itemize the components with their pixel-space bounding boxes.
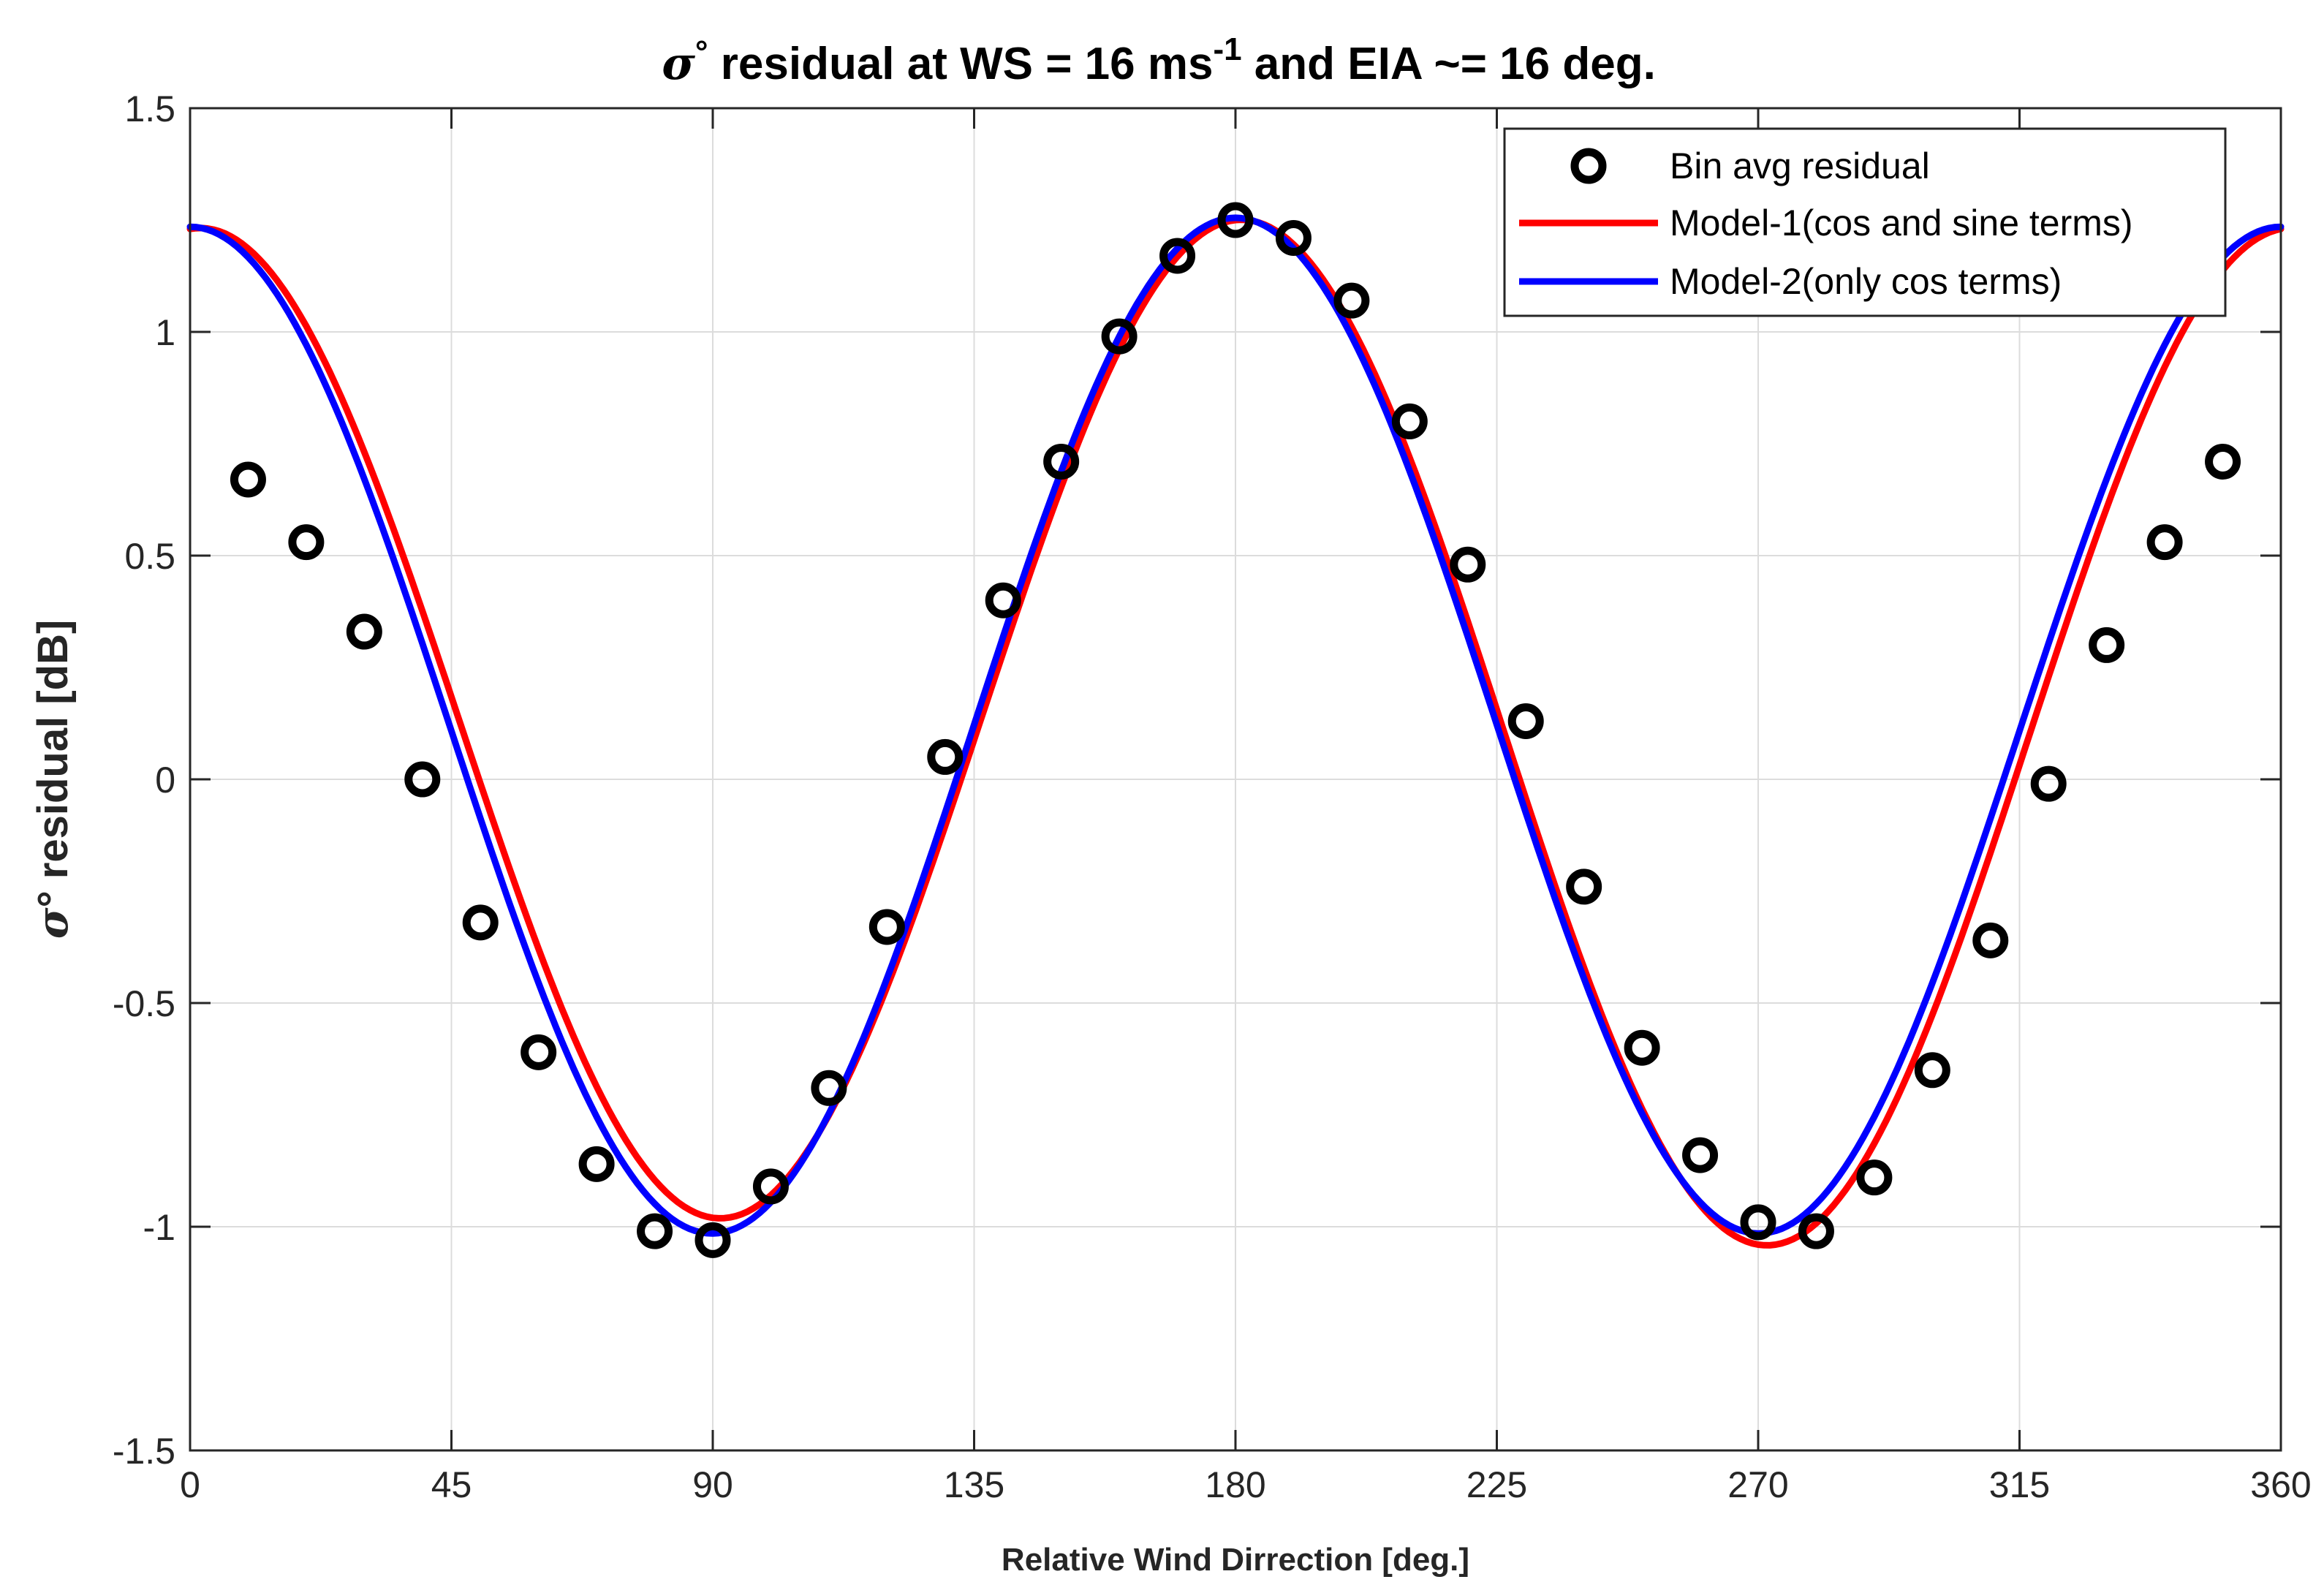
ylabel-rest: ° residual [dB] <box>29 620 77 908</box>
data-point <box>1624 1029 1660 1066</box>
data-point <box>2030 765 2067 802</box>
data-point <box>811 1070 847 1106</box>
data-point <box>404 761 441 798</box>
title-rest: and EIA ~= 16 deg. <box>1242 39 1656 89</box>
x-tick-labels: 0 45 90 135 180 225 270 315 360 <box>180 1464 2312 1505</box>
x-axis-label: Relative Wind Dirrection [deg.] <box>1002 1542 1469 1578</box>
y-tick-label: 0.5 <box>124 536 175 577</box>
series-line-model-2 <box>186 214 2285 1237</box>
data-point <box>1217 202 1254 238</box>
data-point <box>346 613 382 650</box>
legend-label-model-2: Model-2(only cos terms) <box>1670 261 2062 302</box>
y-tick-label: -1 <box>143 1207 175 1248</box>
axes-box <box>189 107 2282 1452</box>
data-point <box>230 461 266 498</box>
data-point <box>1914 1052 1950 1089</box>
y-tick-labels: -1.5 -1 -0.5 0 0.5 1 1.5 <box>113 88 175 1472</box>
data-point <box>2146 524 2183 561</box>
data-point <box>1972 922 2009 958</box>
title-sigma: σ <box>662 37 695 90</box>
data-point <box>1043 443 1080 480</box>
data-point <box>1682 1137 1719 1173</box>
data-point <box>1740 1204 1776 1241</box>
x-tick-label: 135 <box>944 1464 1004 1505</box>
x-tick-label: 270 <box>1727 1464 1788 1505</box>
x-tick-label: 0 <box>180 1464 200 1505</box>
y-tick-label: -0.5 <box>113 983 175 1024</box>
data-point <box>1507 703 1544 739</box>
bin-avg-markers <box>230 202 2241 1258</box>
title-main: residual at WS = 16 ms <box>708 39 1214 89</box>
data-point <box>578 1146 615 1182</box>
data-point <box>462 904 499 941</box>
y-tick-label: -1.5 <box>113 1431 175 1472</box>
data-point <box>927 738 964 775</box>
data-point <box>1566 869 1602 905</box>
x-tick-label: 90 <box>692 1464 733 1505</box>
data-point <box>1798 1213 1834 1249</box>
data-point <box>288 524 325 561</box>
y-axis-label: σ° residual [dB] <box>28 620 77 939</box>
x-tick-label: 180 <box>1205 1464 1265 1505</box>
chart-title: σ° residual at WS = 16 ms-1 and EIA ~= 1… <box>662 31 1656 90</box>
data-point <box>1391 403 1428 439</box>
data-point <box>1450 546 1486 583</box>
data-point <box>694 1222 731 1258</box>
data-point <box>985 582 1021 618</box>
data-point <box>2089 627 2125 663</box>
x-tick-label: 45 <box>431 1464 472 1505</box>
model-curves <box>186 214 2285 1249</box>
y-tick-label: 0 <box>155 760 175 801</box>
data-point <box>1333 282 1370 319</box>
legend: Bin avg residual Model-1(cos and sine te… <box>1503 127 2227 317</box>
x-tick-label: 225 <box>1466 1464 1527 1505</box>
title-superscript: -1 <box>1213 31 1241 67</box>
data-point <box>752 1168 789 1205</box>
data-point <box>521 1034 557 1070</box>
x-tick-label: 315 <box>1989 1464 2050 1505</box>
legend-label-bin-avg: Bin avg residual <box>1670 145 1930 186</box>
grid <box>190 108 2281 1450</box>
data-point <box>1101 318 1138 355</box>
data-point <box>868 909 905 945</box>
ylabel-sigma: σ <box>28 907 77 939</box>
y-tick-label: 1 <box>155 312 175 353</box>
data-point <box>1275 219 1311 256</box>
data-point <box>2205 443 2241 480</box>
data-point <box>1856 1159 1893 1196</box>
data-point <box>1159 238 1196 274</box>
x-tick-label: 360 <box>2250 1464 2311 1505</box>
y-tick-label: 1.5 <box>124 88 175 129</box>
legend-label-model-1: Model-1(cos and sine terms) <box>1670 203 2133 243</box>
title-degree: ° <box>695 34 708 70</box>
legend-marker-bin-avg <box>1570 148 1607 184</box>
data-point <box>637 1213 673 1249</box>
